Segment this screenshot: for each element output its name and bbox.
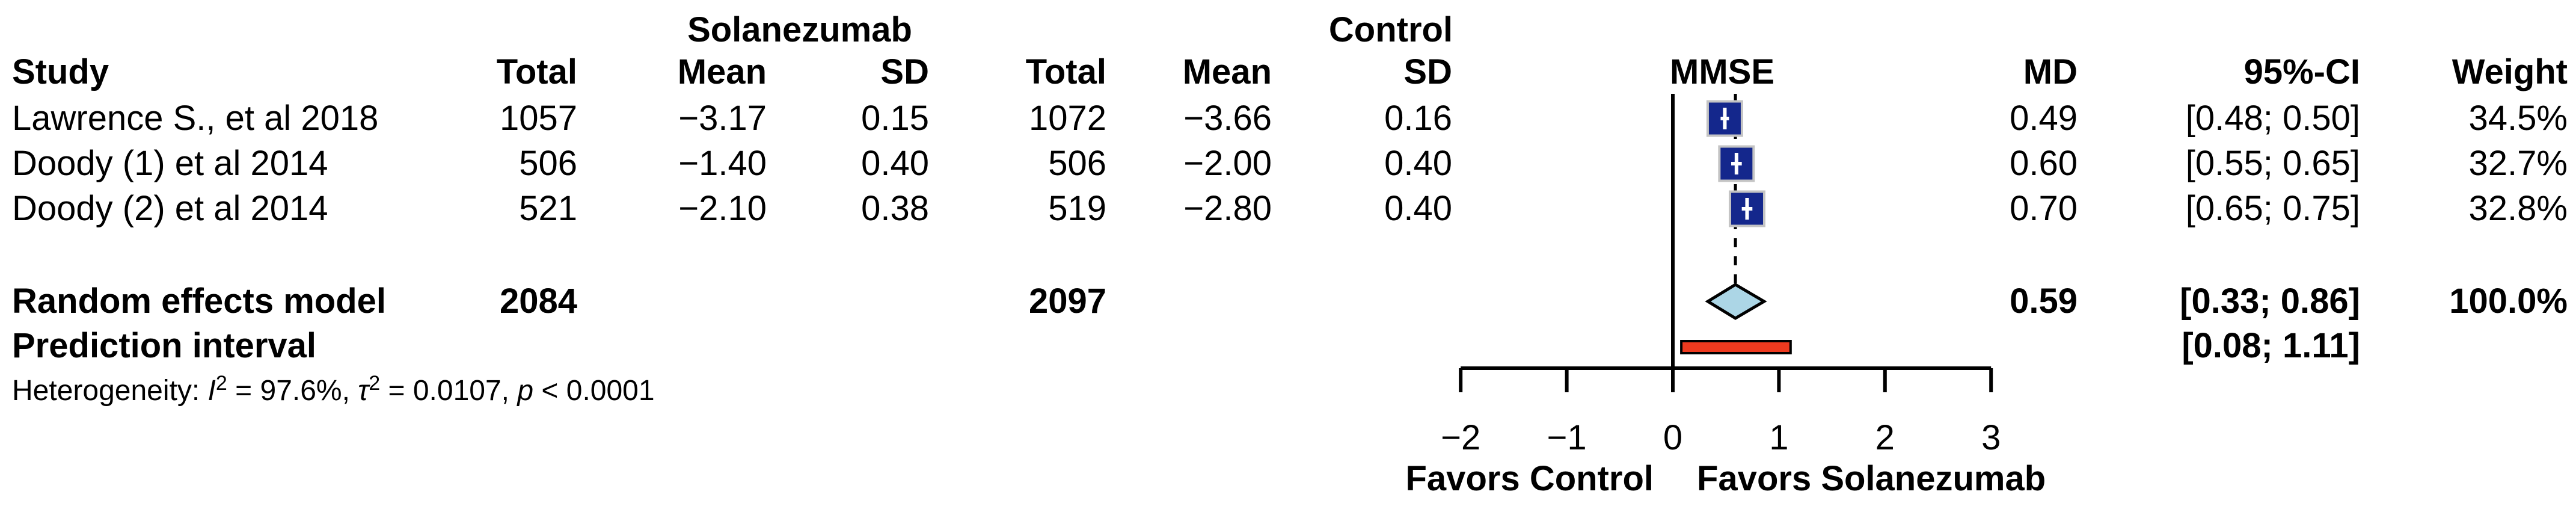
sol-mean-value: −1.40	[678, 144, 767, 183]
solanezumab-group-header: Solanezumab	[687, 10, 912, 49]
ci-value: [0.65; 0.75]	[2185, 189, 2360, 228]
pooled-diamond	[1705, 283, 1767, 320]
axis-tick-label: 1	[1769, 418, 1788, 457]
study-point-marker	[1745, 198, 1749, 220]
axis-tick-label: 0	[1663, 418, 1682, 457]
ci-column-header: 95%-CI	[2243, 52, 2360, 91]
pooled-sol-total: 2084	[499, 282, 577, 321]
weight-column-header: Weight	[2452, 52, 2568, 91]
ctrl-mean-value: −2.80	[1183, 189, 1272, 228]
axis-tick-label: 3	[1981, 418, 2001, 457]
sol-sd-column-header: SD	[880, 52, 929, 91]
sol-total-value: 521	[519, 189, 577, 228]
ctrl-mean-value: −2.00	[1183, 144, 1272, 183]
prediction-interval-label: Prediction interval	[12, 326, 317, 365]
ctrl-total-column-header: Total	[1025, 52, 1106, 91]
axis-tick-label: 2	[1875, 418, 1895, 457]
heterogeneity-note: Heterogeneity: I2 = 97.6%, τ2 = 0.0107, …	[12, 372, 673, 408]
weight-value: 34.5%	[2468, 99, 2568, 138]
heterogeneity-prefix: Heterogeneity:	[12, 375, 208, 407]
axis-label-favors-solanezumab: Favors Solanezumab	[1697, 459, 2046, 498]
sol-sd-value: 0.38	[861, 189, 929, 228]
study-name: Lawrence S., et al 2018	[12, 99, 379, 138]
plot-column-header: MMSE	[1670, 52, 1774, 91]
p-value: < 0.0001	[533, 375, 655, 407]
tau-squared-value: = 0.0107,	[380, 375, 518, 407]
ctrl-mean-value: −3.66	[1183, 99, 1272, 138]
i-squared-exponent: 2	[215, 372, 227, 395]
ctrl-sd-column-header: SD	[1403, 52, 1452, 91]
ctrl-sd-value: 0.40	[1384, 189, 1452, 228]
i-squared-symbol: I	[207, 375, 216, 407]
pooled-weight-value: 100.0%	[2449, 282, 2568, 321]
sol-mean-value: −3.17	[678, 99, 767, 138]
sol-sd-value: 0.40	[861, 144, 929, 183]
md-column-header: MD	[2023, 52, 2078, 91]
pooled-ctrl-total: 2097	[1028, 282, 1106, 321]
study-name: Doody (2) et al 2014	[12, 189, 328, 228]
ci-value: [0.55; 0.65]	[2185, 144, 2360, 183]
study-point-marker	[1734, 153, 1738, 174]
tau-squared-exponent: 2	[369, 372, 381, 395]
sol-total-column-header: Total	[496, 52, 577, 91]
ctrl-mean-column-header: Mean	[1182, 52, 1272, 91]
pooled-md-value: 0.59	[2010, 282, 2078, 321]
study-column-header: Study	[12, 52, 109, 91]
axis-label-favors-control: Favors Control	[1405, 459, 1654, 498]
ctrl-sd-value: 0.16	[1384, 99, 1452, 138]
md-value: 0.49	[2010, 99, 2078, 138]
tau-squared-symbol: τ	[358, 375, 369, 407]
sol-total-value: 506	[519, 144, 577, 183]
study-point-marker	[1723, 108, 1727, 129]
prediction-interval-ci: [0.08; 1.11]	[2182, 326, 2360, 365]
ctrl-total-value: 1072	[1028, 99, 1106, 138]
md-value: 0.70	[2010, 189, 2078, 228]
md-value: 0.60	[2010, 144, 2078, 183]
weight-value: 32.8%	[2468, 189, 2568, 228]
pooled-model-label: Random effects model	[12, 282, 386, 321]
sol-total-value: 1057	[499, 99, 577, 138]
axis-tick-label: −1	[1547, 418, 1587, 457]
axis-tick-label: −2	[1441, 418, 1480, 457]
sol-mean-value: −2.10	[678, 189, 767, 228]
i-squared-value: = 97.6%,	[227, 375, 358, 407]
prediction-interval-bar	[1680, 340, 1792, 354]
ctrl-sd-value: 0.40	[1384, 144, 1452, 183]
ctrl-total-value: 506	[1048, 144, 1106, 183]
sol-sd-value: 0.15	[861, 99, 929, 138]
ctrl-total-value: 519	[1048, 189, 1106, 228]
weight-value: 32.7%	[2468, 144, 2568, 183]
p-symbol: p	[517, 375, 534, 407]
sol-mean-column-header: Mean	[677, 52, 767, 91]
ci-value: [0.48; 0.50]	[2185, 99, 2360, 138]
control-group-header: Control	[1328, 10, 1453, 49]
study-name: Doody (1) et al 2014	[12, 144, 328, 183]
pooled-ci-value: [0.33; 0.86]	[2180, 282, 2360, 321]
